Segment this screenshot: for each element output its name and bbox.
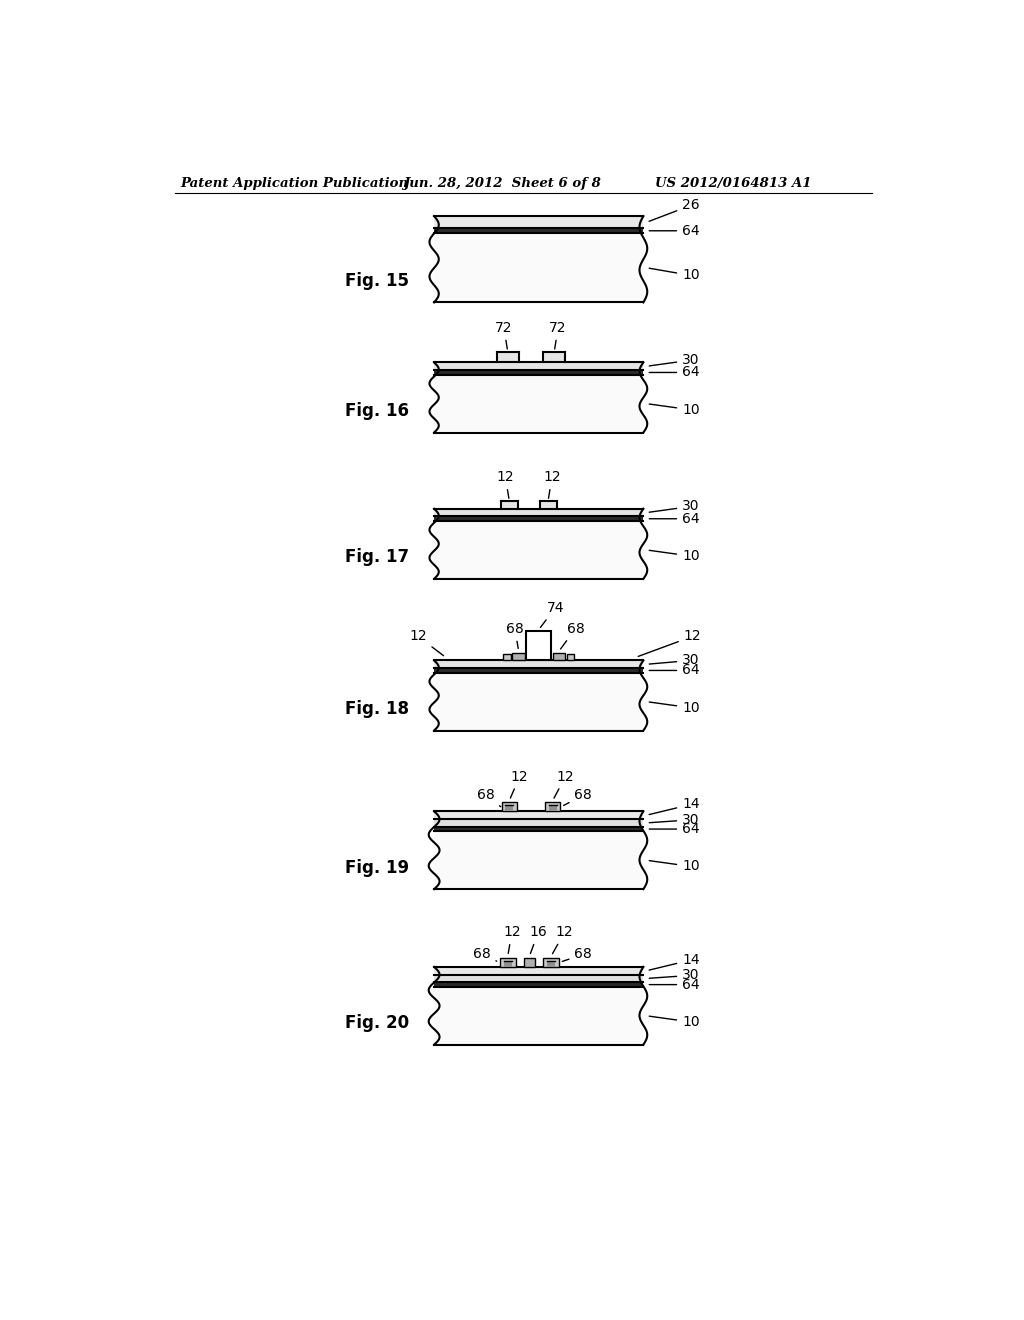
Text: 16: 16: [529, 925, 547, 953]
Bar: [501, 502, 518, 508]
Text: 14: 14: [649, 797, 699, 814]
Text: Fig. 19: Fig. 19: [345, 858, 410, 876]
Text: 64: 64: [649, 224, 699, 238]
Text: 10: 10: [649, 268, 699, 282]
Text: US 2012/0164813 A1: US 2012/0164813 A1: [655, 177, 811, 190]
Bar: [503, 655, 511, 660]
Text: 64: 64: [649, 512, 699, 525]
Bar: [524, 958, 535, 966]
Bar: [544, 351, 565, 363]
Text: Fig. 15: Fig. 15: [345, 272, 409, 290]
Text: 30: 30: [649, 813, 699, 826]
Bar: [434, 660, 643, 668]
Text: 30: 30: [649, 969, 699, 982]
Bar: [434, 668, 643, 673]
Text: 12: 12: [410, 630, 443, 656]
Text: Fig. 18: Fig. 18: [345, 700, 409, 718]
Bar: [500, 958, 515, 966]
Text: 12: 12: [638, 630, 701, 656]
Text: 30: 30: [649, 499, 699, 513]
Bar: [566, 655, 574, 660]
Bar: [506, 805, 513, 812]
Bar: [434, 375, 643, 433]
Bar: [434, 521, 643, 579]
Text: 14: 14: [649, 953, 699, 970]
Text: 10: 10: [649, 549, 699, 564]
Text: 68: 68: [562, 948, 592, 961]
Bar: [434, 228, 643, 234]
Text: 12: 12: [543, 470, 561, 499]
Text: 12: 12: [497, 470, 514, 499]
Text: 68: 68: [477, 788, 501, 807]
Text: 12: 12: [554, 770, 574, 799]
Bar: [434, 216, 643, 228]
Text: 10: 10: [649, 1015, 699, 1030]
Text: 74: 74: [541, 601, 564, 627]
Bar: [434, 673, 643, 730]
Bar: [544, 958, 559, 966]
Text: 10: 10: [649, 403, 699, 417]
Text: 68: 68: [563, 788, 592, 805]
Text: 68: 68: [560, 622, 585, 649]
Text: 68: 68: [473, 948, 497, 961]
Text: 64: 64: [649, 664, 699, 677]
Text: 68: 68: [506, 622, 524, 648]
Bar: [434, 508, 643, 516]
Bar: [434, 826, 643, 832]
Bar: [549, 805, 557, 812]
Bar: [540, 502, 557, 508]
Text: Fig. 17: Fig. 17: [345, 548, 410, 566]
Bar: [545, 803, 560, 812]
Bar: [526, 631, 551, 660]
Bar: [434, 987, 643, 1044]
Bar: [434, 832, 643, 890]
Bar: [434, 974, 643, 982]
Bar: [434, 234, 643, 302]
Text: 12: 12: [510, 770, 528, 799]
Text: 10: 10: [649, 859, 699, 874]
Text: 10: 10: [649, 701, 699, 715]
Text: 12: 12: [553, 925, 573, 953]
Text: 64: 64: [649, 366, 699, 379]
Bar: [497, 351, 518, 363]
Bar: [547, 961, 555, 966]
Bar: [504, 961, 512, 966]
Bar: [434, 982, 643, 987]
Bar: [434, 812, 643, 818]
Bar: [434, 516, 643, 521]
Text: 72: 72: [549, 321, 567, 348]
Bar: [512, 653, 525, 660]
Text: 30: 30: [649, 354, 699, 367]
Text: 64: 64: [649, 822, 699, 836]
Text: 26: 26: [649, 198, 699, 222]
Text: 64: 64: [649, 978, 699, 991]
Text: Patent Application Publication: Patent Application Publication: [180, 177, 409, 190]
Bar: [434, 370, 643, 375]
Bar: [434, 966, 643, 974]
Text: 30: 30: [649, 653, 699, 668]
Bar: [502, 803, 517, 812]
Text: Jun. 28, 2012  Sheet 6 of 8: Jun. 28, 2012 Sheet 6 of 8: [403, 177, 601, 190]
Text: Fig. 20: Fig. 20: [345, 1014, 410, 1032]
Bar: [434, 363, 643, 370]
Bar: [434, 818, 643, 826]
Text: 12: 12: [503, 925, 521, 953]
Bar: [553, 653, 565, 660]
Text: Fig. 16: Fig. 16: [345, 403, 409, 420]
Text: 72: 72: [496, 321, 513, 348]
